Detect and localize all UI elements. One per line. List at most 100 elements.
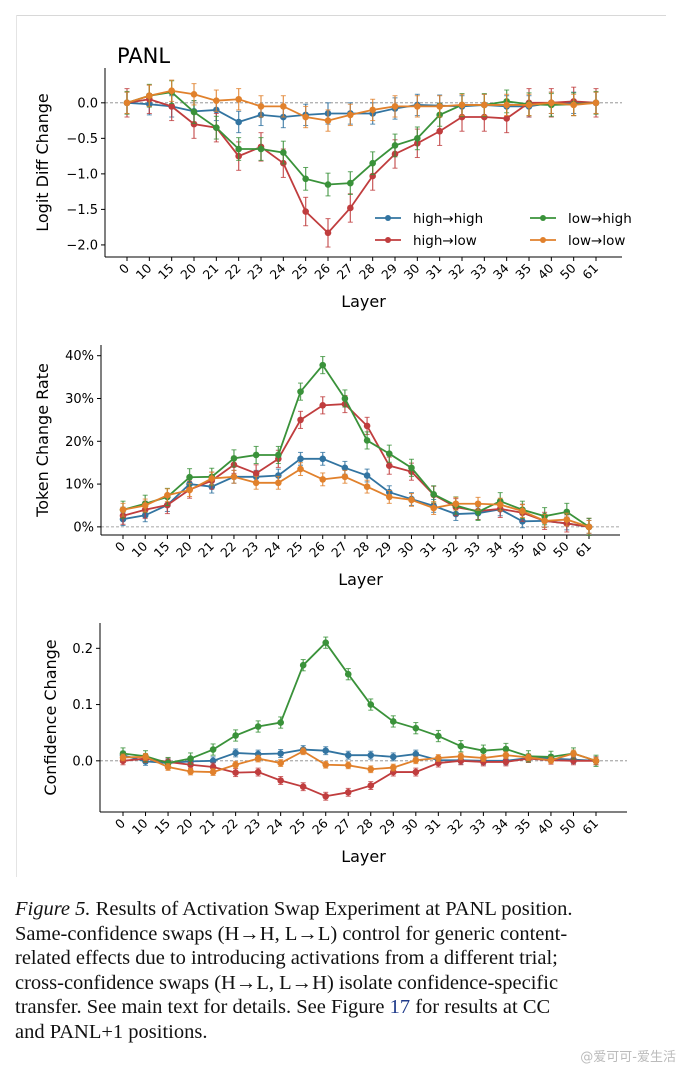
x-tick-label: 20 xyxy=(174,815,196,837)
series-low-low xyxy=(123,79,600,132)
chart-panel-3: 0.0 0.1 0.2 0 10 15 20 21 22 23 24 25 26 27 28 29 30 31 32… xyxy=(41,623,627,866)
x-tick-label: 33 xyxy=(467,816,489,838)
series-line xyxy=(126,91,597,186)
x-tick-label: 15 xyxy=(155,261,177,283)
x-tick-label: 25 xyxy=(289,261,311,283)
data-point xyxy=(123,99,131,107)
data-point xyxy=(275,451,282,459)
data-point xyxy=(213,124,220,131)
data-point xyxy=(592,757,600,765)
data-point xyxy=(503,101,510,109)
data-point xyxy=(319,476,327,483)
x-tick-label: 23 xyxy=(241,816,263,838)
series-line xyxy=(126,89,597,122)
legend-label: low→low xyxy=(568,233,625,249)
data-point xyxy=(367,782,375,789)
x-tick-label: 23 xyxy=(239,539,261,561)
data-point xyxy=(412,756,420,764)
series-high-low xyxy=(119,394,593,536)
data-point xyxy=(232,732,239,739)
watermark: @爱可可-爱生活 xyxy=(580,1050,676,1065)
data-point xyxy=(232,749,239,757)
y-tick-label: 0.0 xyxy=(72,754,93,769)
chart-title: PANL xyxy=(117,44,170,68)
data-point xyxy=(297,416,304,424)
data-point xyxy=(146,92,153,100)
y-tick-label: 10% xyxy=(65,478,94,493)
x-tick-label: 33 xyxy=(468,261,490,283)
data-point xyxy=(519,507,526,515)
data-point xyxy=(435,754,442,762)
data-point xyxy=(119,754,127,761)
data-point xyxy=(280,103,287,110)
data-point xyxy=(280,149,287,156)
data-point xyxy=(385,462,393,469)
data-point xyxy=(525,101,533,109)
data-point xyxy=(363,483,371,490)
x-tick-label: 30 xyxy=(395,538,417,560)
data-point xyxy=(186,473,193,481)
x-tick-label: 26 xyxy=(311,260,333,282)
data-point xyxy=(297,455,304,463)
data-point xyxy=(391,142,399,149)
data-point xyxy=(570,101,577,109)
data-point xyxy=(414,135,421,142)
data-point xyxy=(164,491,171,499)
figure-reference-link[interactable]: 17 xyxy=(389,996,411,1019)
x-tick-label: 23 xyxy=(244,261,266,283)
y-tick-label: 0.1 xyxy=(72,698,93,713)
x-tick-label: 61 xyxy=(579,261,601,283)
data-point xyxy=(252,451,260,459)
caption-line: Results of Activation Swap Experiment at… xyxy=(90,898,573,920)
data-point xyxy=(344,751,352,759)
legend-swatch-marker xyxy=(385,215,391,221)
legend-swatch-marker xyxy=(540,237,546,243)
data-point xyxy=(458,101,466,109)
y-axis-label: Confidence Change xyxy=(41,639,60,795)
data-point xyxy=(209,757,217,765)
y-tick-label: 0.2 xyxy=(72,642,93,657)
x-tick-label: 34 xyxy=(489,815,511,837)
x-axis-label: Layer xyxy=(341,292,386,311)
data-point xyxy=(502,745,510,753)
x-tick-label: 28 xyxy=(356,260,378,282)
x-tick-label: 31 xyxy=(417,539,439,561)
data-point xyxy=(385,493,393,501)
data-point xyxy=(209,768,217,776)
legend-swatch-marker xyxy=(385,237,391,243)
series-line xyxy=(122,457,590,528)
x-tick-label: 26 xyxy=(309,815,331,837)
chart-panel-1: 0.0 −0.5 −1.0 −1.5 −2.0 0 10 15 20 21 22 23 24 25 26 27… xyxy=(33,44,632,311)
caption-line: and PANL+1 positions. xyxy=(15,1020,208,1043)
x-tick-label: 21 xyxy=(195,539,217,561)
figure-caption: Figure 5. Results of Activation Swap Exp… xyxy=(15,897,675,1045)
y-tick-label: −0.5 xyxy=(66,132,98,147)
x-tick-label: 10 xyxy=(133,260,155,282)
data-point xyxy=(347,204,354,212)
data-point xyxy=(168,87,175,95)
data-point xyxy=(235,118,242,126)
data-point xyxy=(190,108,198,116)
x-tick-label: 29 xyxy=(373,538,395,560)
data-point xyxy=(254,723,262,730)
y-tick-label: −2.0 xyxy=(66,238,98,253)
data-point xyxy=(232,769,239,776)
x-tick-label: 27 xyxy=(332,816,354,838)
data-point xyxy=(389,718,397,725)
caption-line: Same-confidence swaps (H→H, L→L) control… xyxy=(15,922,568,945)
data-point xyxy=(367,765,375,773)
data-point xyxy=(322,747,330,754)
series-low-high xyxy=(119,636,600,770)
data-point xyxy=(430,504,437,512)
data-point xyxy=(187,768,194,775)
data-point xyxy=(592,99,600,107)
x-tick-label: 21 xyxy=(196,816,218,838)
data-point xyxy=(480,747,487,754)
data-point xyxy=(208,475,216,482)
x-axis-label: Layer xyxy=(341,847,386,866)
data-point xyxy=(324,229,332,237)
data-point xyxy=(363,472,371,479)
x-tick-label: 20 xyxy=(173,538,195,560)
x-tick-label: 27 xyxy=(334,261,356,283)
data-point xyxy=(563,516,571,523)
